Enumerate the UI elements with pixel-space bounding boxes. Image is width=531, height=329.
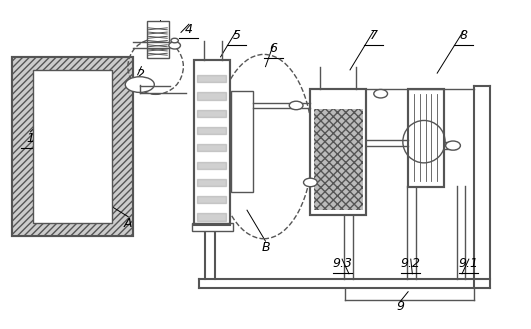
Bar [12,57,133,236]
Bar [311,89,366,215]
Circle shape [169,42,181,49]
Text: A: A [124,217,132,230]
Bar [314,109,363,210]
Text: 9.2: 9.2 [401,258,421,270]
Bar [12,70,33,223]
Text: 4: 4 [185,23,193,36]
Bar [192,223,233,231]
Ellipse shape [403,120,445,163]
Text: 6: 6 [269,42,277,55]
Circle shape [171,38,178,43]
Ellipse shape [125,77,155,92]
Circle shape [374,89,388,98]
Circle shape [304,178,317,187]
Bar [408,89,444,187]
Circle shape [289,101,303,110]
Bar [113,70,133,223]
Text: 9.3: 9.3 [332,258,352,270]
Bar [194,60,230,225]
Text: 9: 9 [396,300,404,313]
Text: 2: 2 [138,68,145,81]
Bar [33,70,113,223]
Bar [194,60,230,225]
Bar [12,57,133,70]
Text: 3: 3 [156,23,164,36]
Bar [408,89,444,187]
Text: 5: 5 [233,29,241,42]
Text: 1: 1 [27,132,35,145]
Bar [231,91,253,192]
Text: 9.1: 9.1 [459,258,479,270]
Circle shape [446,141,460,150]
Text: 8: 8 [460,29,468,42]
Bar [12,223,133,236]
Bar [12,57,133,236]
Text: B: B [261,241,270,254]
Bar [147,21,169,59]
Bar [311,89,366,215]
Text: 7: 7 [370,29,378,42]
